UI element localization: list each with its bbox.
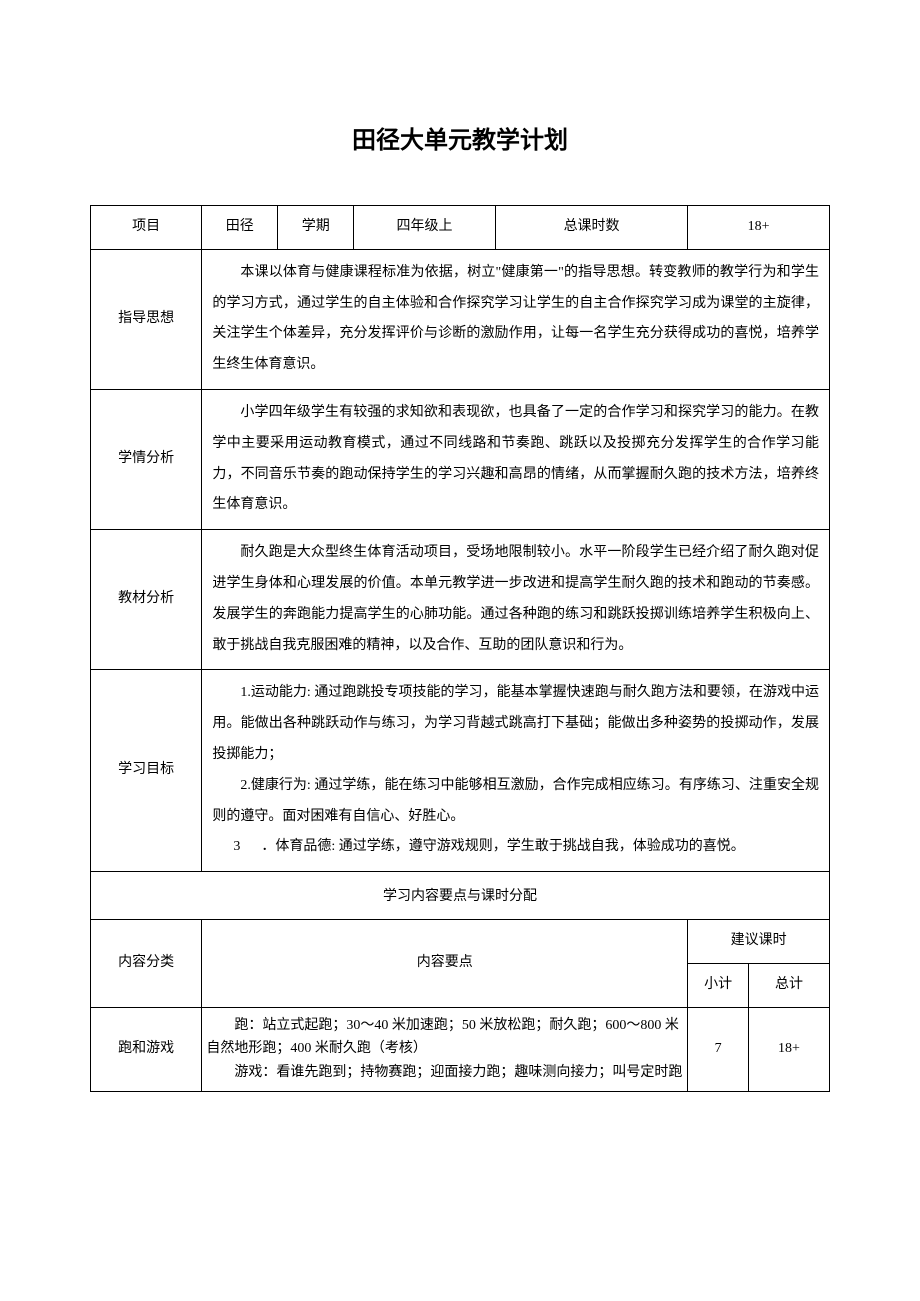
table-row: 学情分析 小学四年级学生有较强的求知欲和表现欲，也具备了一定的合作学习和探究学习… <box>91 389 830 529</box>
header-total-label: 总课时数 <box>495 206 687 250</box>
section2-row1-line1: 跑：站立式起跑；30～40 米加速跑；50 米放松跑；耐久跑；600～800 米… <box>206 1014 683 1062</box>
row-goals-text: 1.运动能力: 通过跑跳投专项技能的学习，能基本掌握快速跑与耐久跑方法和要领，在… <box>202 670 830 872</box>
header-term-value: 四年级上 <box>354 206 496 250</box>
table-row: 教材分析 耐久跑是大众型终生体育活动项目，受场地限制较小。水平一阶段学生已经介绍… <box>91 530 830 670</box>
header-project-label: 项目 <box>91 206 202 250</box>
section2-col-category: 内容分类 <box>91 919 202 1007</box>
row-goals-label: 学习目标 <box>91 670 202 872</box>
header-term-label: 学期 <box>278 206 354 250</box>
table-row: 内容分类 内容要点 建议课时 <box>91 919 830 963</box>
header-total-value: 18+ <box>688 206 830 250</box>
goals-p3-num: 3 <box>212 832 240 863</box>
section2-col-subtotal: 小计 <box>688 963 749 1007</box>
row-learner-text: 小学四年级学生有较强的求知欲和表现欲，也具备了一定的合作学习和探究学习的能力。在… <box>202 389 830 529</box>
table-row: 学习目标 1.运动能力: 通过跑跳投专项技能的学习，能基本掌握快速跑与耐久跑方法… <box>91 670 830 872</box>
section2-col-total: 总计 <box>748 963 829 1007</box>
row-material-label: 教材分析 <box>91 530 202 670</box>
learner-paragraph: 小学四年级学生有较强的求知欲和表现欲，也具备了一定的合作学习和探究学习的能力。在… <box>212 398 819 521</box>
goals-p3: 3 ．体育品德: 通过学练，遵守游戏规则，学生敢于挑战自我，体验成功的喜悦。 <box>212 832 819 863</box>
section2-row1-total: 18+ <box>748 1007 829 1091</box>
section2-col-hours: 建议课时 <box>688 919 830 963</box>
row-guiding-text: 本课以体育与健康课程标准为依据，树立"健康第一"的指导思想。转变教师的教学行为和… <box>202 249 830 389</box>
table-row: 学习内容要点与课时分配 <box>91 872 830 920</box>
goals-p3-text: ．体育品德: 通过学练，遵守游戏规则，学生敢于挑战自我，体验成功的喜悦。 <box>261 839 744 854</box>
guiding-paragraph: 本课以体育与健康课程标准为依据，树立"健康第一"的指导思想。转变教师的教学行为和… <box>212 258 819 381</box>
section2-col-points: 内容要点 <box>202 919 688 1007</box>
goals-p1: 1.运动能力: 通过跑跳投专项技能的学习，能基本掌握快速跑与耐久跑方法和要领，在… <box>212 678 819 770</box>
plan-table: 项目 田径 学期 四年级上 总课时数 18+ 指导思想 本课以体育与健康课程标准… <box>90 205 830 1092</box>
row-guiding-label: 指导思想 <box>91 249 202 389</box>
material-paragraph: 耐久跑是大众型终生体育活动项目，受场地限制较小。水平一阶段学生已经介绍了耐久跑对… <box>212 538 819 661</box>
row-learner-label: 学情分析 <box>91 389 202 529</box>
section2-row1-subtotal: 7 <box>688 1007 749 1091</box>
section2-row1-text: 跑：站立式起跑；30～40 米加速跑；50 米放松跑；耐久跑；600～800 米… <box>202 1007 688 1091</box>
goals-p2: 2.健康行为: 通过学练，能在练习中能够相互激励，合作完成相应练习。有序练习、注… <box>212 771 819 833</box>
row-material-text: 耐久跑是大众型终生体育活动项目，受场地限制较小。水平一阶段学生已经介绍了耐久跑对… <box>202 530 830 670</box>
table-row: 指导思想 本课以体育与健康课程标准为依据，树立"健康第一"的指导思想。转变教师的… <box>91 249 830 389</box>
section2-row1-line2: 游戏：看谁先跑到；持物赛跑；迎面接力跑；趣味测向接力；叫号定时跑 <box>206 1061 683 1085</box>
table-row: 项目 田径 学期 四年级上 总课时数 18+ <box>91 206 830 250</box>
header-project-value: 田径 <box>202 206 278 250</box>
table-row: 跑和游戏 跑：站立式起跑；30～40 米加速跑；50 米放松跑；耐久跑；600～… <box>91 1007 830 1091</box>
section2-row1-label: 跑和游戏 <box>91 1007 202 1091</box>
page-title: 田径大单元教学计划 <box>90 120 830 155</box>
section2-title: 学习内容要点与课时分配 <box>91 872 830 920</box>
